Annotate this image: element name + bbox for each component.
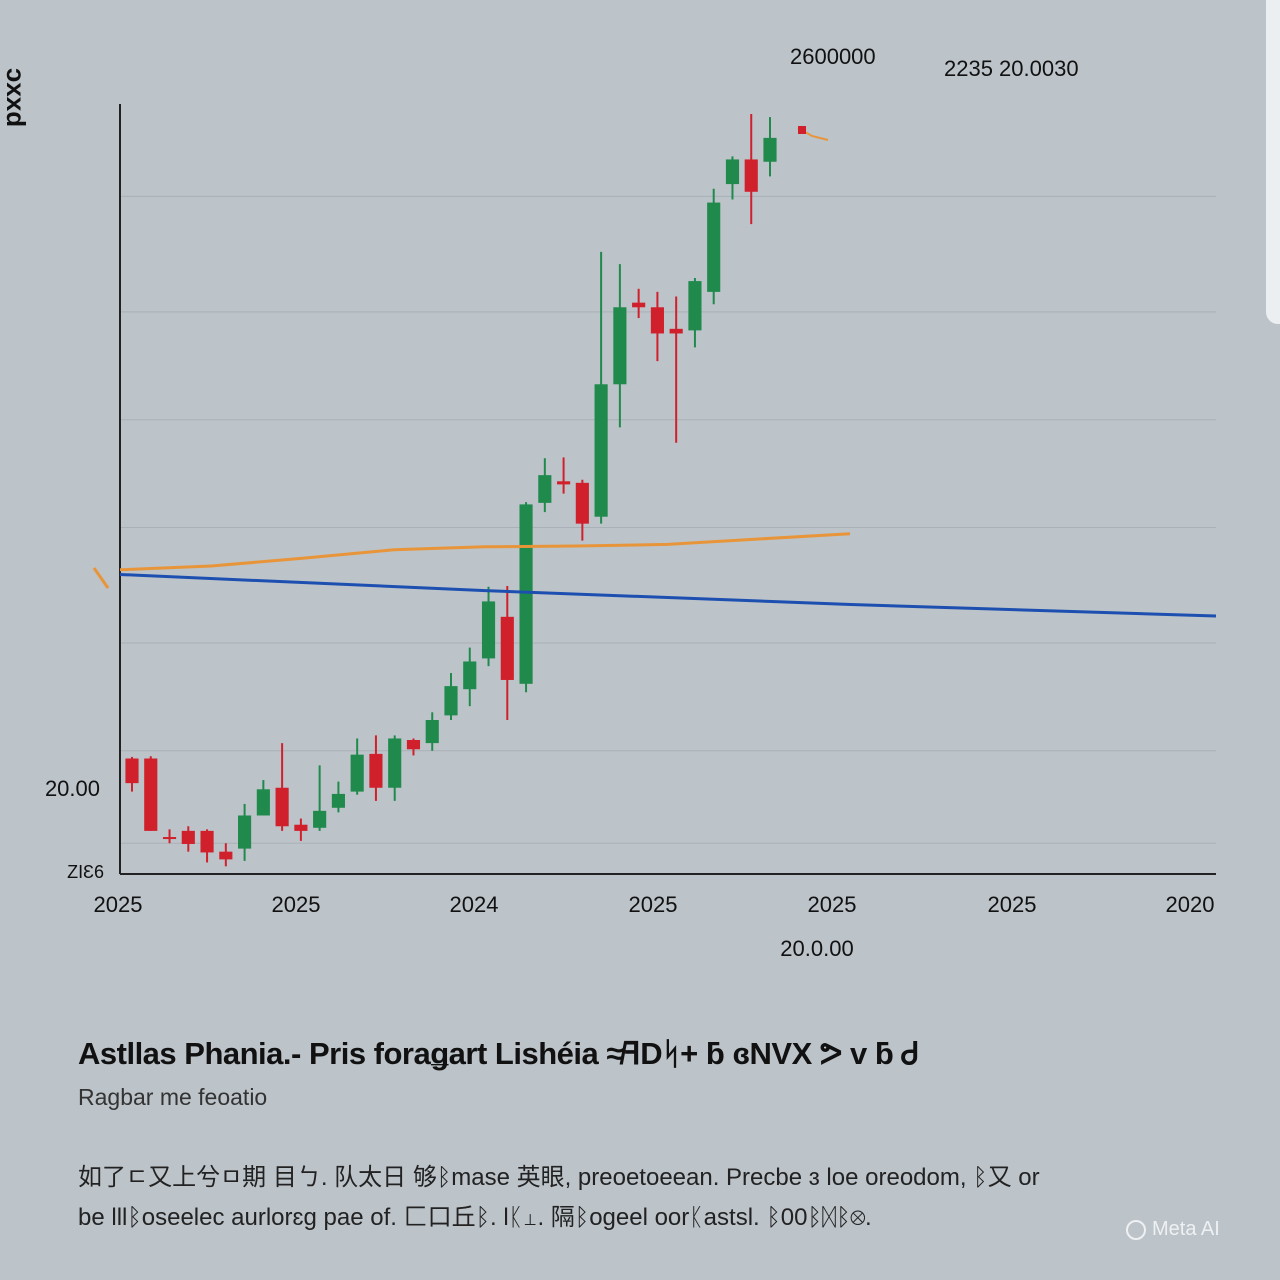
candle-body [557,481,571,485]
candle-body [144,758,158,831]
candle-body [181,830,195,844]
top-value-primary: 2600000 [790,44,876,69]
x-tick-label: 2024 [450,892,499,917]
description-line: 如了ㄷ又上兮ㅁ期 目ㄅ. 队太日 够ᛒmase 英眼, preoetoeean.… [78,1164,1040,1191]
candle-body [388,738,402,788]
left-marker [92,567,110,589]
candle-body [763,137,777,162]
candle-body [650,307,664,334]
candle-body [313,810,327,828]
meta-ai-ring-icon [1126,1219,1146,1240]
candle-body [331,793,345,808]
candle-body [275,787,289,827]
orange-trend-line [119,532,851,572]
scrollbar-edge[interactable] [1266,0,1280,324]
candle-body [200,830,214,853]
candle-body [538,475,552,503]
candle-body [575,482,589,524]
end-marker-dot [798,126,806,134]
x-tick-label: 2025 [272,892,321,917]
candle-body [744,159,758,192]
x-tick-label: 2025 [94,892,143,917]
candle-body [125,758,139,784]
candlestick-chart: 2025 2025 2024 2025 2025 2025 2020 20.00 ZIƐ6 20.… [45,104,1217,961]
y-tick-label: 20.00 [45,776,100,801]
candle-body [632,302,646,308]
y-tick-label: ZIƐ6 [67,862,104,882]
x-tick-label: 2025 [808,892,857,917]
candle-body [707,202,721,292]
candle-body [500,616,514,680]
watermark-label: Meta AI [1152,1218,1220,1240]
candle-body [406,740,421,750]
candle-body [238,815,252,849]
candle-body [219,851,233,860]
x-tick-label: 2025 [629,892,678,917]
blue-trend-line [119,573,1217,618]
top-value-secondary: 2235 20.0030 [944,56,1079,81]
candle-body [725,159,740,185]
candle-body [463,661,477,690]
description-line: be lllᛒoseelec aurlorɛg pae ᴏf. 匚⼝丘ᛒ. lᛕ… [78,1204,872,1231]
x-tick-label: 2025 [988,892,1037,917]
page-subtitle: Ragbar me feoatio [78,1084,268,1110]
page-title: Astllas Phania.- Pris foraǥart Lishéia ≉… [78,1036,919,1071]
candle-body [688,281,702,331]
candle-body [594,384,608,517]
candle-body [369,753,383,788]
candle-body [481,601,496,659]
candle-body [294,824,308,831]
x-axis-label: 20.0.00 [780,936,853,961]
candle-body [425,720,439,744]
candle-body [669,328,683,334]
candle-body [162,837,177,840]
candle-body [519,504,533,684]
candle-body [350,754,364,792]
description-text: 如了ㄷ又上兮ㅁ期 目ㄅ. 队太日 够ᛒmase 英眼, preoetoeean.… [78,1158,1228,1238]
candle-body [613,307,627,385]
watermark: Meta AI [1126,1218,1220,1241]
candle-body [444,686,458,716]
candle-body [256,789,270,816]
x-tick-label: 2020 [1166,892,1215,917]
